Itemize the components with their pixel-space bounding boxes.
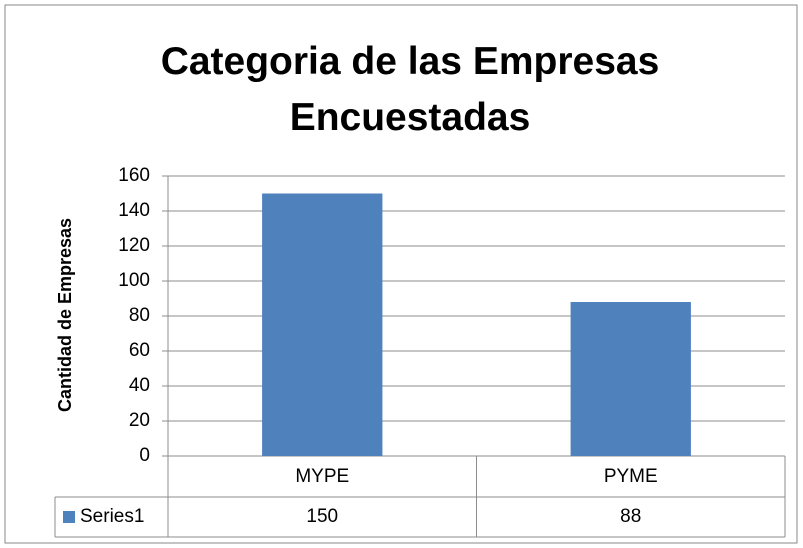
y-tick-label: 120 <box>118 235 150 256</box>
y-tick-label: 60 <box>129 340 150 361</box>
bar <box>570 302 691 456</box>
legend-label: Series1 <box>80 506 144 527</box>
chart-title: Categoria de las Empresas Encuestadas <box>160 40 660 139</box>
bar <box>262 193 383 456</box>
table-value: 150 <box>306 506 338 527</box>
y-tick-label: 20 <box>129 410 150 431</box>
x-tick-label: PYME <box>604 466 658 487</box>
chart-border <box>4 4 798 544</box>
y-axis-label: Cantidad de Empresas <box>55 218 75 412</box>
y-tick-label: 140 <box>118 200 150 221</box>
legend-key <box>63 511 75 523</box>
y-tick-label: 40 <box>129 375 150 396</box>
y-tick-label: 160 <box>118 165 150 186</box>
table-value: 88 <box>620 506 641 527</box>
y-tick-label: 80 <box>129 305 150 326</box>
y-tick-label: 100 <box>118 270 150 291</box>
y-tick-label: 0 <box>139 445 150 466</box>
x-tick-label: MYPE <box>295 466 349 487</box>
